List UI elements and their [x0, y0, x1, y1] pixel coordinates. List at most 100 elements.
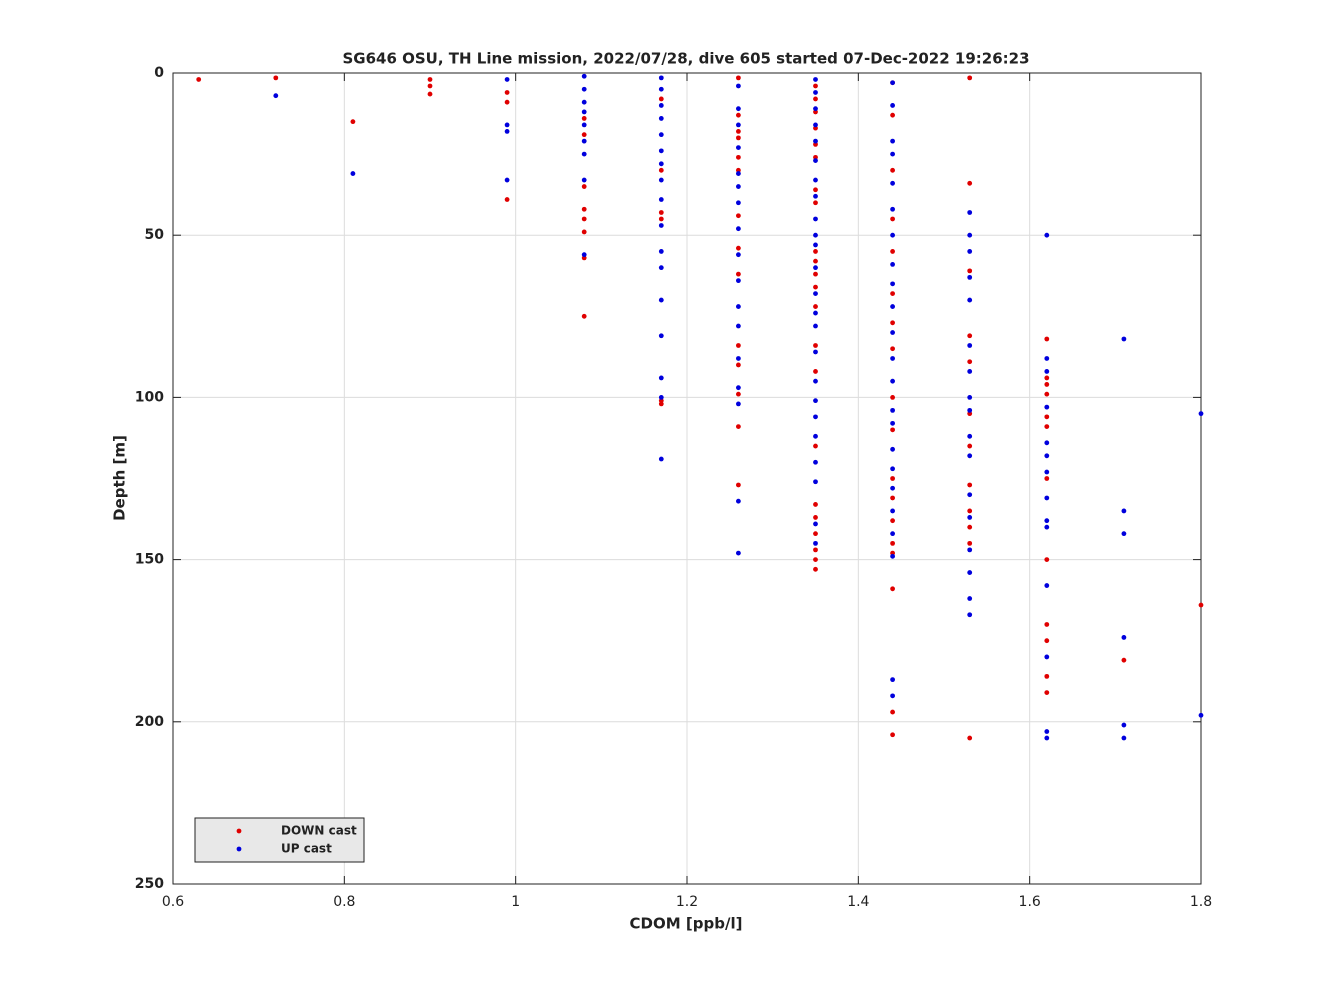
point	[1044, 356, 1050, 361]
point	[736, 356, 741, 361]
point	[813, 515, 818, 520]
point	[890, 346, 895, 352]
point	[736, 83, 741, 89]
point	[1044, 729, 1050, 734]
point	[658, 161, 664, 167]
point	[581, 99, 587, 105]
point	[813, 414, 818, 420]
point	[813, 349, 818, 355]
point	[736, 245, 741, 251]
point	[890, 531, 895, 537]
point	[736, 424, 741, 429]
point	[581, 184, 587, 189]
point	[581, 206, 587, 212]
x-tick-label: 0.8	[333, 894, 355, 910]
point	[427, 91, 433, 97]
point	[1121, 735, 1127, 741]
point	[581, 229, 587, 235]
point	[736, 362, 741, 368]
point	[1044, 440, 1050, 446]
x-tick-label: 1.8	[1190, 894, 1212, 910]
point	[813, 258, 818, 264]
point	[813, 158, 818, 163]
point	[736, 200, 741, 206]
point	[813, 557, 818, 562]
point	[967, 268, 973, 274]
point	[581, 151, 587, 157]
point	[658, 177, 664, 183]
point	[658, 75, 664, 81]
point	[813, 343, 818, 348]
point	[890, 151, 895, 157]
point	[890, 291, 895, 296]
point	[1044, 232, 1050, 238]
point	[1044, 404, 1050, 410]
point	[813, 304, 818, 309]
point	[736, 278, 741, 284]
x-tick-label: 1.6	[1019, 894, 1041, 910]
point	[967, 359, 973, 365]
point	[736, 550, 741, 556]
point	[736, 122, 741, 128]
point	[813, 200, 818, 206]
point	[736, 391, 741, 397]
point	[967, 570, 973, 575]
point	[813, 265, 818, 271]
point	[813, 122, 818, 128]
point	[1198, 411, 1204, 417]
point	[504, 90, 510, 95]
legend-label: UP cast	[281, 842, 332, 856]
point	[967, 735, 973, 741]
point	[1044, 557, 1050, 562]
point	[890, 476, 895, 481]
point	[890, 261, 895, 267]
x-axis-label: CDOM [ppb/l]	[630, 915, 743, 933]
point	[273, 75, 279, 81]
point	[890, 586, 895, 592]
x-tick-label: 1	[511, 894, 520, 910]
point	[890, 103, 895, 108]
point	[658, 210, 664, 215]
point	[1044, 369, 1050, 374]
point	[813, 323, 818, 329]
point	[581, 86, 587, 92]
point	[890, 304, 895, 309]
point	[813, 531, 818, 537]
point	[1121, 336, 1127, 342]
point	[813, 310, 818, 316]
point	[967, 596, 973, 601]
point	[813, 398, 818, 404]
point	[890, 677, 895, 683]
point	[427, 83, 433, 89]
point	[890, 356, 895, 361]
point	[658, 297, 664, 303]
point	[890, 330, 895, 335]
chart-title: SG646 OSU, TH Line mission, 2022/07/28, …	[342, 50, 1029, 68]
plot-frame	[172, 72, 1202, 885]
point	[1044, 690, 1050, 696]
x-tick-label: 1.4	[847, 894, 869, 910]
point	[813, 83, 818, 89]
point	[890, 395, 895, 400]
point	[1044, 495, 1050, 501]
y-axis-label: Depth [m]	[111, 435, 129, 521]
point	[736, 498, 741, 504]
point	[581, 252, 587, 258]
point	[890, 216, 895, 222]
point	[736, 154, 741, 160]
point	[350, 119, 356, 125]
point	[890, 446, 895, 452]
y-tick-label: 250	[135, 876, 164, 892]
point	[813, 459, 818, 465]
point	[1044, 518, 1050, 524]
point	[813, 249, 818, 254]
point	[890, 407, 895, 413]
point	[967, 524, 973, 530]
point	[1044, 391, 1050, 397]
point	[813, 242, 818, 248]
point	[504, 177, 510, 183]
point	[581, 132, 587, 138]
point	[890, 138, 895, 144]
point	[1121, 635, 1127, 640]
